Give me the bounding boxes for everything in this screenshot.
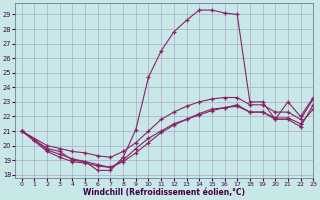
X-axis label: Windchill (Refroidissement éolien,°C): Windchill (Refroidissement éolien,°C): [83, 188, 245, 197]
